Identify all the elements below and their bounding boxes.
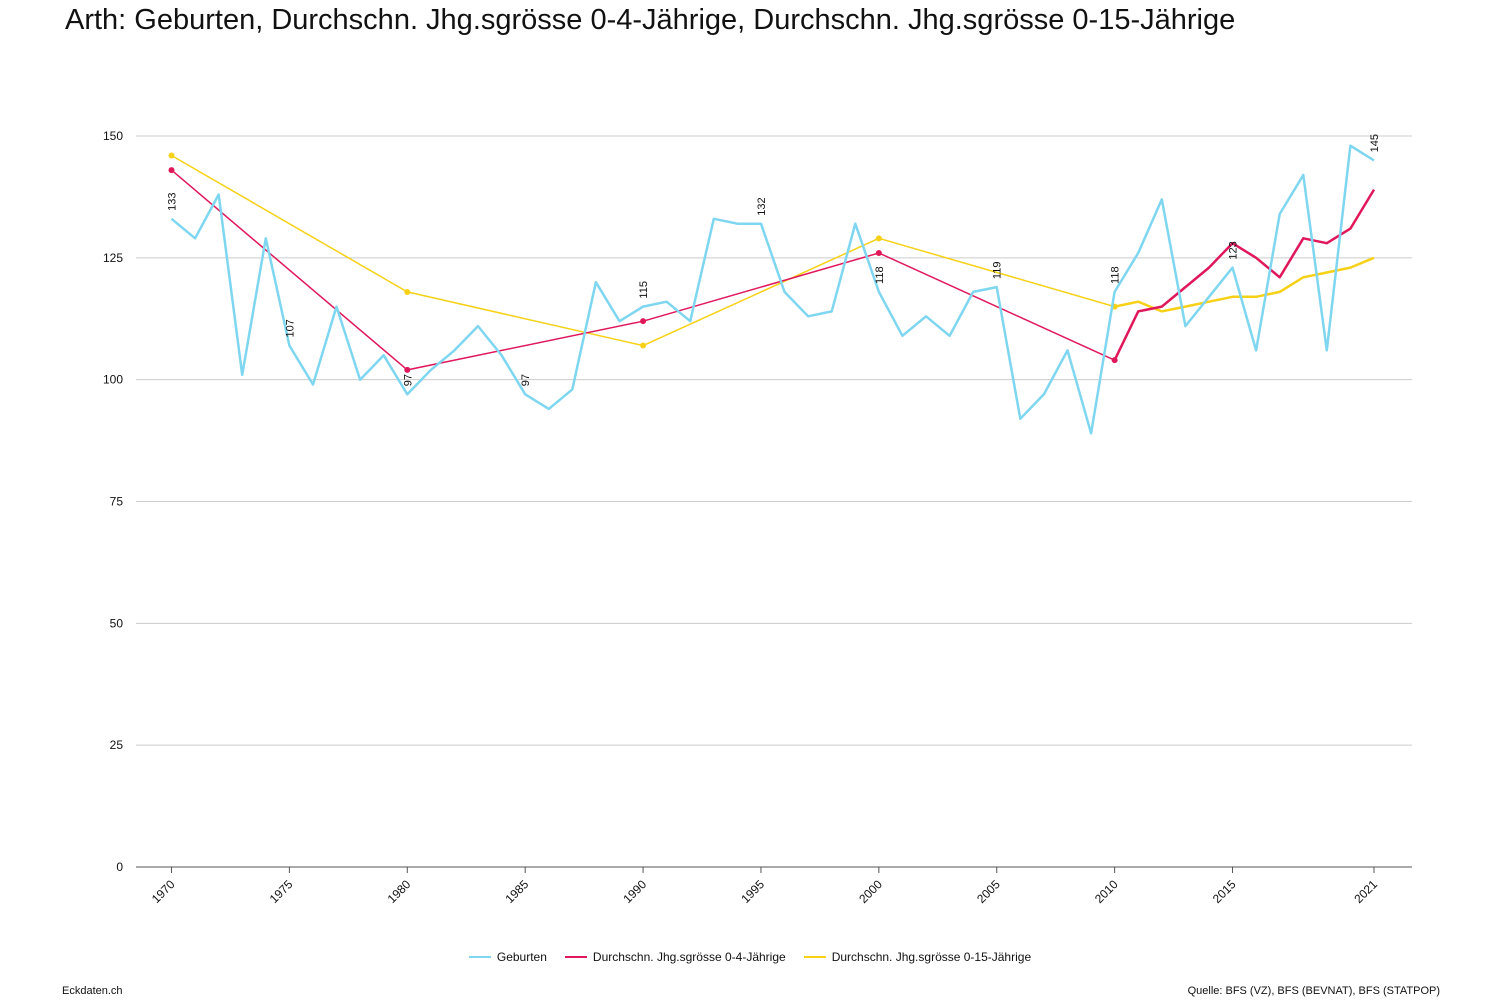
legend-swatch-avg015 bbox=[803, 956, 826, 958]
legend: Geburten Durchschn. Jhg.sgrösse 0-4-Jähr… bbox=[0, 950, 1500, 964]
y-tick-label: 100 bbox=[103, 373, 123, 387]
data-label: 123 bbox=[1228, 241, 1240, 259]
axes: 0 25 50 75 100 125 150 1970 1975 1980 1985 1990 1995… bbox=[103, 129, 1380, 906]
legend-item-geburten[interactable]: Geburten bbox=[468, 950, 547, 964]
x-tick-label: 2000 bbox=[856, 877, 885, 906]
series-line-avg04 bbox=[171, 169, 1115, 371]
data-label: 107 bbox=[284, 319, 296, 337]
y-tick-label: 150 bbox=[103, 129, 123, 143]
data-label: 97 bbox=[520, 374, 532, 386]
legend-swatch-avg04 bbox=[564, 956, 587, 958]
series bbox=[168, 144, 1376, 435]
data-labels: 133 107 97 97 115 132 118 119 118 123 145 bbox=[167, 134, 1382, 386]
series-line-geburten bbox=[170, 144, 1375, 435]
y-tick-label: 125 bbox=[103, 251, 123, 265]
series-point-avg015 bbox=[640, 342, 647, 349]
chart-title: Arth: Geburten, Durchschn. Jhg.sgrösse 0… bbox=[65, 4, 1236, 36]
y-tick-label: 75 bbox=[110, 495, 124, 509]
x-tick-label: 1995 bbox=[738, 877, 767, 906]
y-tick-label: 50 bbox=[110, 616, 124, 630]
series-point-avg04 bbox=[1111, 357, 1118, 364]
x-tick-label: 2021 bbox=[1351, 877, 1380, 906]
series-point-avg04 bbox=[168, 167, 175, 174]
data-label: 118 bbox=[1110, 266, 1122, 284]
legend-item-avg015[interactable]: Durchschn. Jhg.sgrösse 0-15-Jährige bbox=[803, 950, 1032, 964]
x-tick-label: 1990 bbox=[620, 877, 649, 906]
x-tick-label: 1970 bbox=[149, 877, 178, 906]
series-line-avg04-yearly bbox=[1113, 188, 1376, 361]
footer-site: Eckdaten.ch bbox=[62, 985, 123, 997]
footer-source: Quelle: BFS (VZ), BFS (BEVNAT), BFS (STA… bbox=[1187, 985, 1440, 997]
x-tick-label: 2015 bbox=[1210, 877, 1239, 906]
y-tick-label: 25 bbox=[110, 738, 124, 752]
series-point-avg04 bbox=[875, 249, 882, 256]
series-point-avg04 bbox=[404, 366, 411, 373]
legend-swatch-geburten bbox=[468, 956, 491, 958]
x-tick-label: 2010 bbox=[1092, 877, 1121, 906]
series-point-avg015 bbox=[875, 235, 882, 242]
series-point-avg015 bbox=[168, 152, 175, 159]
data-label: 133 bbox=[167, 192, 179, 210]
data-label: 132 bbox=[756, 197, 768, 215]
legend-label-geburten: Geburten bbox=[496, 950, 547, 964]
series-line-avg015 bbox=[171, 154, 1115, 347]
data-label: 119 bbox=[992, 262, 1004, 280]
data-label: 97 bbox=[402, 374, 414, 386]
series-line-avg015-yearly bbox=[1114, 256, 1375, 313]
x-tick-label: 1975 bbox=[267, 877, 296, 906]
y-tick-label: 0 bbox=[116, 860, 123, 874]
series-point-avg04 bbox=[640, 318, 647, 325]
data-label: 118 bbox=[874, 266, 886, 284]
x-tick-label: 2005 bbox=[974, 877, 1003, 906]
data-label: 115 bbox=[638, 281, 650, 299]
legend-label-avg04: Durchschn. Jhg.sgrösse 0-4-Jährige bbox=[592, 950, 786, 964]
legend-item-avg04[interactable]: Durchschn. Jhg.sgrösse 0-4-Jährige bbox=[564, 950, 786, 964]
x-tick-label: 1980 bbox=[385, 877, 414, 906]
x-tick-label: 1985 bbox=[503, 877, 532, 906]
series-point-avg015 bbox=[404, 288, 411, 295]
data-label: 145 bbox=[1369, 134, 1381, 152]
legend-label-avg015: Durchschn. Jhg.sgrösse 0-15-Jährige bbox=[831, 950, 1032, 964]
